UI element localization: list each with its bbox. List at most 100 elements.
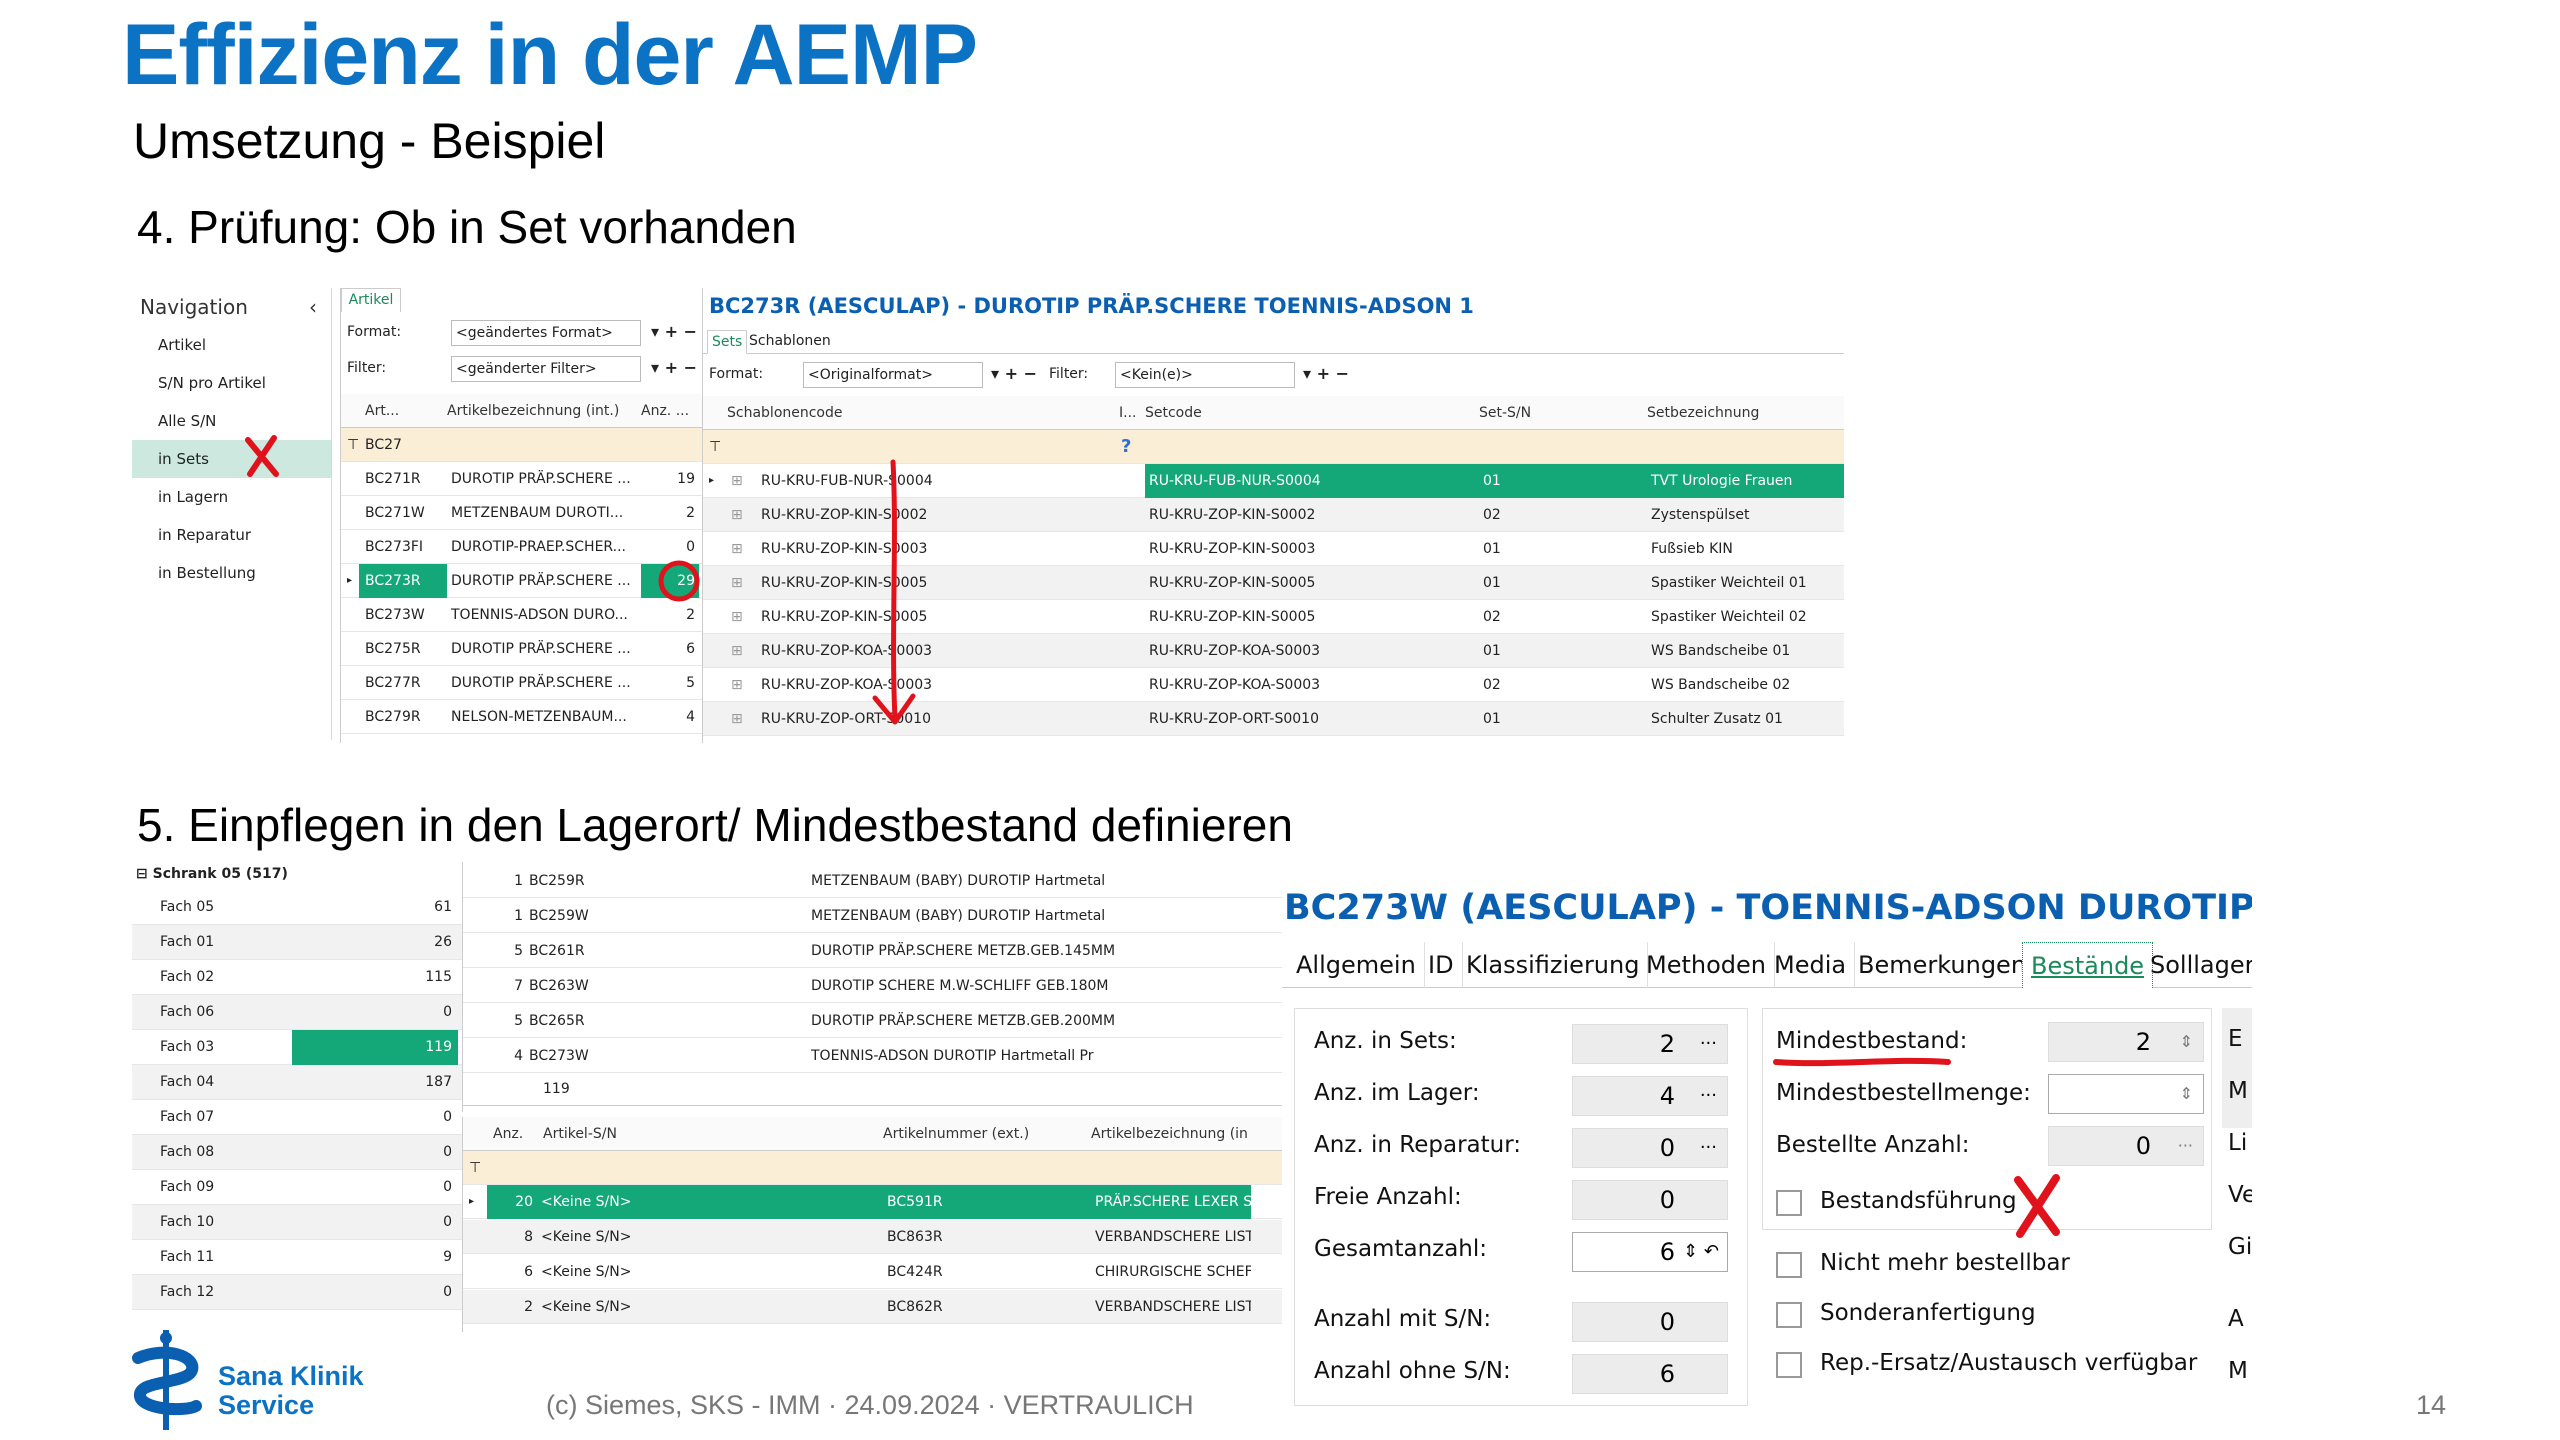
nav-item-sn-pro-artikel[interactable]: S/N pro Artikel <box>158 374 266 392</box>
count-field[interactable]: 0 ··· <box>1572 1128 1728 1168</box>
storage-compartment-row[interactable]: Fach 08 0 <box>132 1135 462 1170</box>
nav-item-in-reparatur[interactable]: in Reparatur <box>158 526 252 544</box>
nav-item-alle-sn[interactable]: Alle S/N <box>158 412 217 430</box>
tab-sets[interactable]: Sets <box>707 330 748 354</box>
set-row[interactable]: ⊞ RU-KRU-ZOP-KIN-S0005 RU-KRU-ZOP-KIN-S000… <box>703 600 1844 634</box>
tab-schablonen[interactable]: Schablonen <box>749 333 831 349</box>
count-field[interactable]: 0 <box>1572 1302 1728 1342</box>
tab-klassifizierung[interactable]: Klassifizierung <box>1458 942 1649 988</box>
artikel-filter-value[interactable]: BC27 <box>365 437 402 453</box>
tree-root[interactable]: ⊟ Schrank 05 (517) <box>136 866 288 882</box>
nav-item-in-sets[interactable]: in Sets <box>132 435 331 478</box>
expand-icon[interactable]: ⊞ <box>731 643 743 659</box>
sets-format-buttons[interactable]: ▾ + − <box>991 364 1037 383</box>
nav-item-artikel[interactable]: Artikel <box>158 336 207 354</box>
count-field[interactable]: 6 <box>1572 1354 1728 1394</box>
sn-row[interactable]: 6 <Keine S/N> BC424R CHIRURGISCHE SCHEF <box>463 1255 1412 1289</box>
col-header-artikelbezeichnung[interactable]: Artikelbezeichnung (int.) <box>447 403 620 419</box>
col-header-anz[interactable]: Anz. <box>493 1126 524 1142</box>
col-header-setcode[interactable]: Setcode <box>1145 405 1202 421</box>
storage-content-row[interactable]: 4 BC273W TOENNIS-ADSON DUROTIP Hartmetall … <box>463 1039 1412 1073</box>
expand-icon[interactable]: ⊞ <box>731 507 743 523</box>
artikel-row[interactable]: BC277R DUROTIP PRÄP.SCHERE ... 5 <box>341 666 821 700</box>
artikel-row[interactable]: BC275R DUROTIP PRÄP.SCHERE ... 6 <box>341 632 821 666</box>
artikel-format-select[interactable]: <geändertes Format> <box>451 320 641 346</box>
col-header-artikel-sn[interactable]: Artikel-S/N <box>543 1126 617 1142</box>
storage-compartment-row[interactable]: Fach 09 0 <box>132 1170 462 1205</box>
sets-format-select[interactable]: <Originalformat> <box>803 362 983 388</box>
col-header-i[interactable]: I... <box>1119 405 1137 421</box>
storage-content-row[interactable]: 1 BC259R METZENBAUM (BABY) DUROTIP Hartmet… <box>463 864 1412 898</box>
checkbox[interactable] <box>1776 1252 1802 1278</box>
tab-solllager[interactable]: Solllager <box>2150 951 2252 979</box>
ellipsis-button[interactable]: ··· <box>2177 1136 2193 1155</box>
artikel-row[interactable]: BC271W METZENBAUM DUROTI... 2 <box>341 496 821 530</box>
storage-compartment-row[interactable]: Fach 10 0 <box>132 1205 462 1240</box>
storage-content-row[interactable]: 7 BC263W DUROTIP SCHERE M.W-SCHLIFF GEB.18… <box>463 969 1412 1003</box>
col-header-art[interactable]: Art... <box>365 403 400 419</box>
tab-methoden[interactable]: Methoden <box>1638 942 1775 988</box>
sn-row[interactable]: 8 <Keine S/N> BC863R VERBANDSCHERE LIST <box>463 1220 1412 1254</box>
checkbox[interactable] <box>1776 1190 1802 1216</box>
tab-allgemein[interactable]: Allgemein <box>1288 942 1425 988</box>
checkbox[interactable] <box>1776 1302 1802 1328</box>
col-header-set-sn[interactable]: Set-S/N <box>1479 405 1532 421</box>
sets-filter-buttons[interactable]: ▾ + − <box>1303 364 1349 383</box>
spin-icon[interactable]: ⇕ <box>2179 1084 2193 1103</box>
nav-item-in-lagern[interactable]: in Lagern <box>158 488 229 506</box>
artikel-row[interactable]: BC273FI DUROTIP-PRAEP.SCHER... 0 <box>341 530 821 564</box>
spin-undo-icon[interactable]: ⇕ ↶ <box>1683 1241 1719 1262</box>
expand-icon[interactable]: ⊞ <box>731 541 743 557</box>
expand-icon[interactable]: ⊞ <box>731 575 743 591</box>
tab-bestaende[interactable]: Bestände <box>2022 942 2154 988</box>
set-row[interactable]: ⊞ RU-KRU-ZOP-KIN-S0003 RU-KRU-ZOP-KIN-S000… <box>703 532 1844 566</box>
tab-media[interactable]: Media <box>1766 942 1856 988</box>
artikel-filter-select[interactable]: <geänderter Filter> <box>451 356 641 382</box>
count-field[interactable]: 6 ⇕ ↶ <box>1572 1232 1728 1272</box>
sn-row[interactable]: 2 <Keine S/N> BC862R VERBANDSCHERE LIST <box>463 1290 1412 1324</box>
checkbox[interactable] <box>1776 1352 1802 1378</box>
storage-compartment-row[interactable]: Fach 06 0 <box>132 995 462 1030</box>
artikel-row[interactable]: ▸ BC273R DUROTIP PRÄP.SCHERE ... 29 <box>341 564 821 598</box>
ellipsis-button[interactable]: ··· <box>1699 1033 1717 1054</box>
col-header-setbezeichnung[interactable]: Setbezeichnung <box>1647 405 1760 421</box>
count-field[interactable]: 0 <box>1572 1180 1728 1220</box>
artikel-row[interactable]: BC271R DUROTIP PRÄP.SCHERE ... 19 <box>341 462 821 496</box>
storage-content-row[interactable]: 1 BC259W METZENBAUM (BABY) DUROTIP Hartmet… <box>463 899 1412 933</box>
artikel-row[interactable]: BC279R NELSON-METZENBAUM... 4 <box>341 700 821 734</box>
storage-compartment-row[interactable]: Fach 02 115 <box>132 960 462 995</box>
set-row[interactable]: ▸ ⊞ RU-KRU-FUB-NUR-S0004 RU-KRU-FUB-NUR-S00… <box>703 464 1844 498</box>
count-field[interactable]: 4 ··· <box>1572 1076 1728 1116</box>
col-header-anz[interactable]: Anz. ... <box>641 403 690 419</box>
storage-compartment-row[interactable]: Fach 03 119 <box>132 1030 462 1065</box>
tab-artikel[interactable]: Artikel <box>341 288 401 312</box>
nav-item-in-bestellung[interactable]: in Bestellung <box>158 564 256 582</box>
ellipsis-button[interactable]: ··· <box>1699 1085 1717 1106</box>
collapse-chevron-icon[interactable]: ‹ <box>309 295 317 319</box>
stock-field[interactable]: ⇕ <box>2048 1074 2204 1114</box>
expand-icon[interactable]: ⊞ <box>731 711 743 727</box>
expand-icon[interactable]: ⊞ <box>731 677 743 693</box>
col-header-artikelnummer[interactable]: Artikelnummer (ext.) <box>883 1126 1030 1142</box>
tab-id[interactable]: ID <box>1420 942 1463 988</box>
storage-content-row[interactable]: 5 BC265R DUROTIP PRÄP.SCHERE METZB.GEB.200… <box>463 1004 1412 1038</box>
storage-compartment-row[interactable]: Fach 04 187 <box>132 1065 462 1100</box>
count-field[interactable]: 2 ··· <box>1572 1024 1728 1064</box>
artikel-filter-buttons[interactable]: ▾ + − <box>651 358 697 377</box>
expand-icon[interactable]: ⊞ <box>731 473 743 489</box>
sets-filter-row[interactable]: ⊤ ? <box>703 430 1844 464</box>
storage-compartment-row[interactable]: Fach 05 61 <box>132 890 462 925</box>
artikel-row[interactable]: BC273W TOENNIS-ADSON DURO... 2 <box>341 598 821 632</box>
storage-compartment-row[interactable]: Fach 11 9 <box>132 1240 462 1275</box>
expand-icon[interactable]: ⊞ <box>731 609 743 625</box>
col-header-schablonencode[interactable]: Schablonencode <box>727 405 843 421</box>
spin-icon[interactable]: ⇕ <box>2179 1032 2193 1051</box>
sn-filter-row[interactable]: ⊤ <box>463 1151 1412 1185</box>
storage-compartment-row[interactable]: Fach 12 0 <box>132 1275 462 1310</box>
artikel-format-buttons[interactable]: ▾ + − <box>651 322 697 341</box>
tab-bemerkungen[interactable]: Bemerkungen <box>1850 942 2036 988</box>
stock-field[interactable]: 0 ··· <box>2048 1126 2204 1166</box>
ellipsis-button[interactable]: ··· <box>1699 1137 1717 1158</box>
storage-compartment-row[interactable]: Fach 01 26 <box>132 925 462 960</box>
col-header-artikelbezeichnung[interactable]: Artikelbezeichnung (in <box>1091 1126 1248 1142</box>
